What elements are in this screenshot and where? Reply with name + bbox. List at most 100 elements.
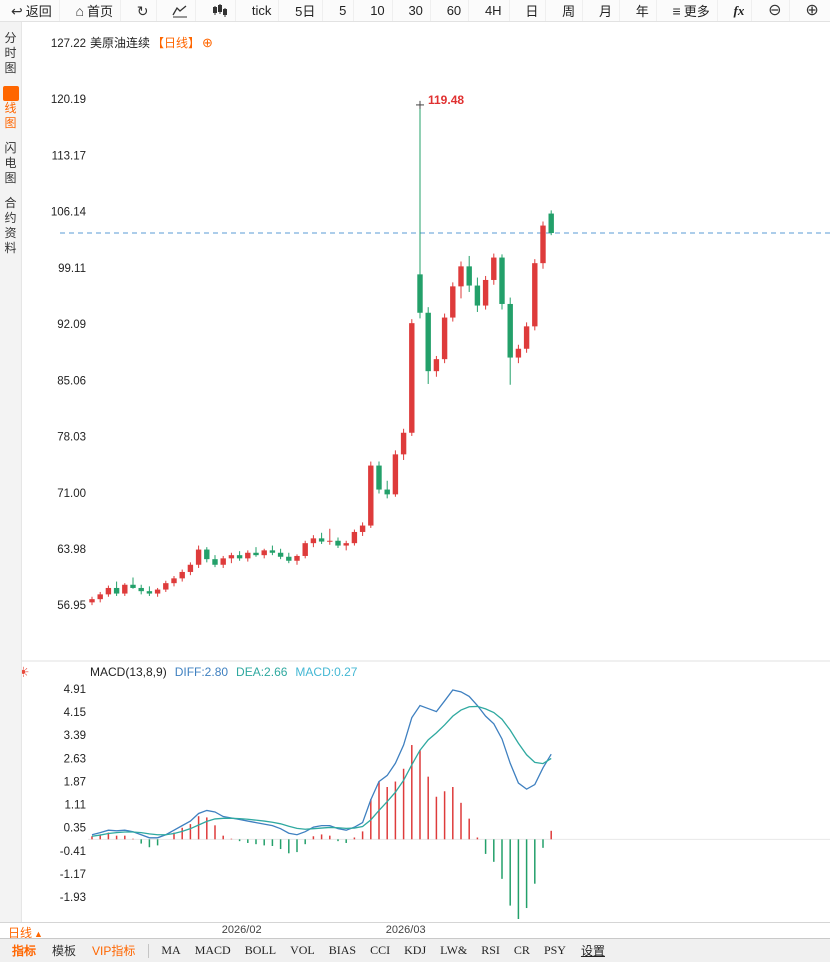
toolbar-back-label: 返回	[25, 4, 52, 19]
sidebar-item-contract-info-char: 约	[4, 211, 17, 225]
toolbar-year-button[interactable]: 年	[629, 0, 657, 21]
tab-divider	[148, 943, 150, 958]
tab-templates[interactable]: 模板	[52, 944, 77, 958]
toolbar-more-label: 更多	[683, 4, 710, 19]
svg-text:2.63: 2.63	[64, 753, 86, 765]
high-annotation: 119.48	[428, 93, 464, 107]
zoom-out-icon: ⊖	[768, 1, 782, 19]
indicator-tab-cci[interactable]: CCI	[370, 943, 391, 957]
toolbar-10min-label: 10	[370, 3, 385, 18]
indicator-tab-psy[interactable]: PSY	[543, 943, 566, 957]
toolbar-refresh-button[interactable]: ↻	[130, 0, 157, 21]
indicator-tab-rsi[interactable]: RSI	[481, 943, 500, 957]
svg-text:-1.17: -1.17	[60, 869, 86, 881]
toolbar-60min-button[interactable]: 60	[440, 0, 470, 21]
toolbar-30min-button[interactable]: 30	[401, 0, 431, 21]
tab-indicators[interactable]: 指标	[12, 944, 37, 958]
toolbar-month-button[interactable]: 月	[592, 0, 620, 21]
period-badge: 【日线】	[152, 36, 201, 50]
sidebar-item-time-chart-char: 时	[4, 46, 17, 60]
svg-text:-1.93: -1.93	[60, 892, 86, 904]
sidebar-item-lightning-chart-char: 电	[4, 156, 17, 170]
sidebar-item-time-chart[interactable]: 分时图	[0, 26, 21, 81]
toolbar-back-button[interactable]: ↩ 返回	[4, 0, 60, 21]
indicator-tab-bias[interactable]: BIAS	[328, 943, 357, 957]
macd-name: MACD(13,8,9)	[90, 665, 167, 679]
x-axis-tick: 2026/03	[385, 924, 426, 936]
macd-macd-value: MACD:0.27	[295, 665, 358, 679]
svg-text:1.11: 1.11	[64, 800, 86, 812]
toolbar-10min-button[interactable]: 10	[363, 0, 393, 21]
toolbar-60min-label: 60	[446, 3, 462, 18]
toolbar-candle-chart-button[interactable]	[205, 0, 237, 21]
toolbar-zoom-out-button[interactable]: ⊖	[761, 0, 790, 21]
svg-text:99.11: 99.11	[58, 263, 86, 275]
toolbar-5min-button[interactable]: 5	[332, 0, 355, 21]
sidebar-item-time-chart-char: 图	[4, 61, 17, 75]
top-toolbar: ↩ 返回 ⌂ 首页 ↻ tick 5日 5 10 30 60 4H 日 周 月 年 ≡ 更多 fx ⊖ ⊕	[0, 0, 830, 22]
toolbar-area-chart-button[interactable]	[165, 0, 197, 21]
toolbar-zoom-in-button[interactable]: ⊕	[798, 0, 825, 21]
svg-text:3.39: 3.39	[64, 730, 86, 742]
indicator-tab-cr[interactable]: CR	[513, 943, 530, 957]
toolbar-fx-button[interactable]: fx	[727, 0, 753, 21]
menu-icon: ≡	[672, 2, 681, 19]
toolbar-tick-button[interactable]: tick	[245, 0, 280, 21]
period-selector[interactable]: 日线 ▲	[8, 924, 43, 941]
indicator-tab-ma[interactable]: MA	[161, 943, 181, 957]
svg-text:4.91: 4.91	[64, 684, 86, 696]
macd-diff-value: DIFF:2.80	[174, 665, 229, 679]
sidebar-item-time-chart-char: 分	[4, 31, 17, 45]
svg-text:106.14: 106.14	[51, 207, 87, 219]
toolbar-4h-label: 4H	[484, 3, 502, 18]
home-icon: ⌂	[75, 2, 84, 19]
macd-histogram-layer	[91, 745, 552, 919]
x-axis-row: 日线 ▲ 2026/02 2026/03	[0, 922, 830, 941]
candles-layer	[89, 104, 554, 606]
svg-text:56.95: 56.95	[57, 600, 86, 612]
toolbar-home-button[interactable]: ⌂ 首页	[69, 0, 122, 21]
macd-axis-labels: 4.91 4.15 3.39 2.63 1.87 1.11 0.35 -0.41 -1.17 -1…	[60, 684, 86, 904]
chart-title: 美原油连续 【日线】 ⊕	[90, 34, 213, 51]
toolbar-more-button[interactable]: ≡ 更多	[666, 0, 718, 21]
toolbar-4h-button[interactable]: 4H	[478, 0, 510, 21]
back-arrow-icon: ↩	[11, 2, 23, 19]
add-indicator-icon[interactable]: ⊕	[202, 35, 213, 50]
svg-text:0.35: 0.35	[64, 823, 86, 835]
main-chart-svg[interactable]: 127.22 120.19 113.17 106.14 99.11 92.09 85.06 7…	[0, 22, 830, 922]
toolbar-30min-label: 30	[408, 3, 423, 18]
svg-text:92.09: 92.09	[57, 319, 86, 331]
chart-area: 美原油连续 【日线】 ⊕ ☀ MACD(13,8,9) DIFF:2.80 DEA:2.…	[0, 22, 830, 922]
tab-settings[interactable]: 设置	[580, 944, 605, 958]
tab-vip-indicators[interactable]: VIP指标	[92, 944, 136, 958]
sidebar-item-kline-chart-char: 图	[4, 116, 17, 130]
area-chart-icon	[172, 5, 188, 17]
indicator-tab-vol[interactable]: VOL	[290, 943, 315, 957]
indicator-tab-macd[interactable]: MACD	[194, 943, 231, 957]
sidebar-item-lightning-chart[interactable]: 闪电图	[0, 136, 21, 191]
sidebar-item-contract-info-char: 资	[4, 226, 17, 240]
sidebar-item-lightning-chart-char: 图	[4, 171, 17, 185]
toolbar-home-label: 首页	[87, 4, 114, 19]
toolbar-day-button[interactable]: 日	[518, 0, 547, 21]
macd-header: MACD(13,8,9) DIFF:2.80 DEA:2.66 MACD:0.27	[90, 665, 357, 679]
indicator-tab-kdj[interactable]: KDJ	[404, 943, 427, 957]
svg-text:113.17: 113.17	[52, 150, 86, 162]
indicator-tab-lw[interactable]: LW&	[440, 943, 468, 957]
toolbar-day-label: 日	[525, 4, 539, 19]
triangle-up-icon: ▲	[34, 929, 43, 939]
sidebar-item-kline-chart-char: 线	[4, 101, 17, 115]
dea-line	[91, 705, 552, 837]
toolbar-week-button[interactable]: 周	[555, 0, 584, 21]
svg-text:1.87: 1.87	[64, 776, 86, 788]
sidebar-item-lightning-chart-char: 闪	[4, 141, 17, 155]
indicator-tab-boll[interactable]: BOLL	[244, 943, 277, 957]
macd-dea-value: DEA:2.66	[236, 665, 288, 679]
svg-text:127.22: 127.22	[51, 38, 86, 50]
svg-text:4.15: 4.15	[64, 707, 86, 719]
toolbar-5d-button[interactable]: 5日	[288, 0, 324, 21]
x-axis-tick: 2026/02	[221, 924, 262, 936]
refresh-icon: ↻	[136, 2, 149, 19]
sidebar-item-contract-info[interactable]: 合约资料	[0, 191, 21, 261]
